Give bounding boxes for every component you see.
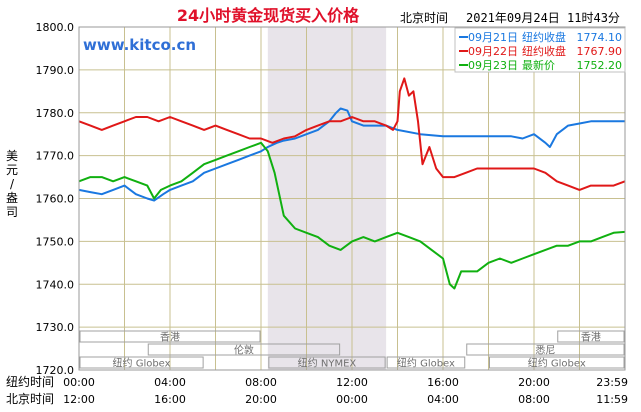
y-axis-label-char: 元 [6, 163, 18, 177]
series-line [78, 141, 626, 290]
y-axis-label-char: 美 [6, 149, 18, 163]
plot-frame [78, 26, 626, 371]
x-tick-newyork: 16:00 [427, 376, 459, 389]
watermark: www.kitco.cn [83, 36, 196, 54]
x-tick-newyork: 23:59 [596, 376, 628, 389]
market-session-label: 伦敦 [234, 344, 254, 357]
market-session-label: 香港 [581, 332, 601, 344]
x-tick-beijing: 16:00 [154, 393, 186, 406]
legend-label: 纽约收盘 [522, 44, 566, 58]
series-line [78, 77, 626, 191]
newyork-time-label: 纽约时间 [6, 374, 54, 389]
x-tick-newyork: 20:00 [518, 376, 550, 389]
market-session-box [79, 356, 204, 369]
x-tick-beijing: 04:00 [427, 393, 459, 406]
series-lines [78, 77, 626, 290]
x-tick-newyork: 00:00 [63, 376, 95, 389]
y-tick-label: 1770.0 [36, 150, 75, 163]
market-session-label: 香港 [160, 332, 180, 344]
y-axis-label: 美元/盎司 [6, 149, 18, 219]
market-session-label: 纽约 Globex [528, 357, 586, 370]
y-axis-label-char: / [10, 177, 15, 191]
x-tick-beijing: 00:00 [336, 393, 368, 406]
x-tick-beijing: 20:00 [245, 393, 277, 406]
legend-date: 09月22日 [468, 45, 518, 58]
market-session-label: 纽约 Globex [113, 357, 171, 370]
y-axis-label-char: 盎 [6, 191, 18, 205]
y-tick-label: 1800.0 [36, 21, 75, 34]
market-session-box [386, 356, 466, 369]
x-tick-beijing: 08:00 [518, 393, 550, 406]
x-tick-beijing: 12:00 [63, 393, 95, 406]
x-tick-newyork: 12:00 [336, 376, 368, 389]
legend-value: 1774.10 [577, 31, 623, 44]
y-tick-label: 1740.0 [36, 278, 75, 291]
y-tick-label: 1730.0 [36, 321, 75, 334]
legend-value: 1767.90 [577, 45, 623, 58]
legend-date: 09月23日 [468, 59, 518, 72]
timestamp-label: 2021年09月24日 11时43分 [466, 11, 620, 25]
plot-border [78, 26, 626, 371]
chart-title: 24小时黄金现货买入价格 [177, 6, 360, 25]
y-tick-labels: 1800.0 1790.0 1780.0 1770.0 1760.0 1750.0 1740… [36, 21, 75, 377]
legend: 09月21日 纽约收盘 1774.10 09月22日 纽约收盘 1767.90 09月23日… [454, 27, 626, 73]
legend-box [454, 27, 626, 73]
market-session-box [147, 343, 341, 356]
x-tick-newyork: 04:00 [154, 376, 186, 389]
legend-label: 最新价 [522, 58, 555, 72]
market-session-label: 纽约 NYMEX [298, 357, 357, 370]
beijing-time-label: 北京时间 [6, 392, 54, 406]
legend-label: 纽约收盘 [522, 30, 566, 44]
market-session-box [557, 330, 625, 343]
market-session-label: 纽约 Globex [397, 357, 455, 370]
y-tick-label: 1750.0 [36, 235, 75, 248]
market-session-box [489, 356, 625, 369]
x-tick-beijing: 11:59 [596, 393, 628, 406]
legend-date: 09月21日 [468, 31, 518, 44]
market-session-box [79, 330, 261, 343]
market-session-box [466, 343, 625, 356]
market-session-label: 悉尼 [535, 345, 555, 357]
market-session-box [268, 356, 386, 369]
y-axis-label-char: 司 [6, 205, 18, 219]
y-tick-label: 1780.0 [36, 107, 75, 120]
y-tick-label: 1760.0 [36, 193, 75, 206]
timezone-label: 北京时间 [400, 11, 448, 25]
y-tick-label: 1790.0 [36, 64, 75, 77]
y-tick-label: 1720.0 [36, 364, 75, 377]
x-tick-newyork: 08:00 [245, 376, 277, 389]
legend-value: 1752.20 [577, 59, 623, 72]
x-tick-labels: 00:00 04:00 08:00 12:00 16:00 20:00 23:59 12:00… [63, 376, 628, 406]
